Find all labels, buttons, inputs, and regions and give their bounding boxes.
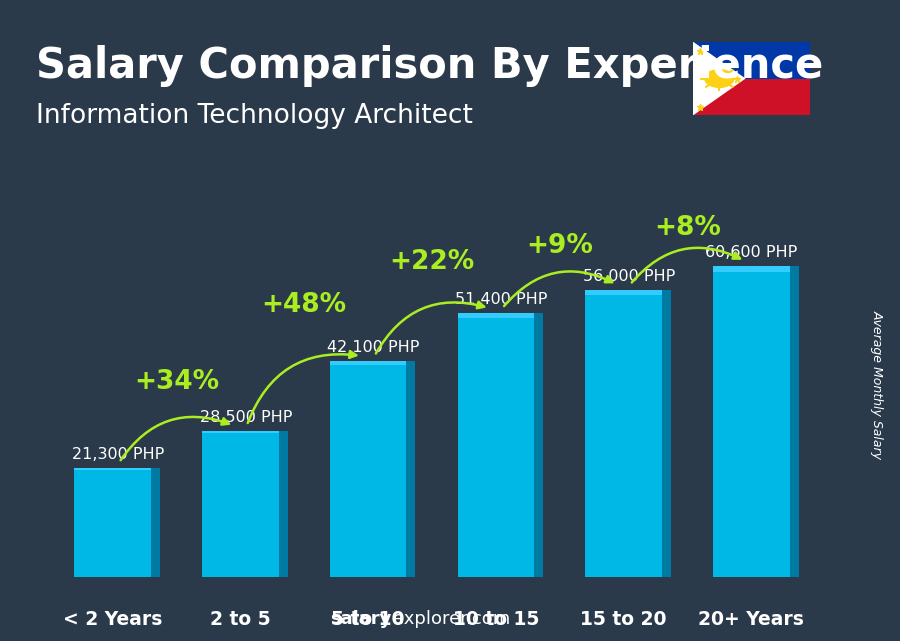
Text: salary: salary xyxy=(330,610,392,628)
Text: 60,600 PHP: 60,600 PHP xyxy=(706,245,797,260)
Bar xyxy=(202,431,279,433)
Text: 28,500 PHP: 28,500 PHP xyxy=(200,410,292,424)
Text: 5 to 10: 5 to 10 xyxy=(331,610,405,629)
Bar xyxy=(151,468,160,577)
Bar xyxy=(75,468,151,470)
Bar xyxy=(585,290,662,295)
Bar xyxy=(662,290,670,577)
Bar xyxy=(329,361,407,365)
Text: 42,100 PHP: 42,100 PHP xyxy=(328,340,419,355)
Text: +48%: +48% xyxy=(262,292,346,317)
Text: 56,000 PHP: 56,000 PHP xyxy=(582,269,675,283)
Bar xyxy=(407,361,416,577)
Text: +22%: +22% xyxy=(390,249,474,275)
Text: 51,400 PHP: 51,400 PHP xyxy=(455,292,547,307)
Bar xyxy=(535,313,543,577)
Text: 10 to 15: 10 to 15 xyxy=(453,610,539,629)
Bar xyxy=(693,79,810,115)
Bar xyxy=(329,361,407,577)
Text: Salary Comparison By Experience: Salary Comparison By Experience xyxy=(36,45,824,87)
Text: 21,300 PHP: 21,300 PHP xyxy=(72,447,164,462)
Circle shape xyxy=(704,69,734,88)
Bar xyxy=(585,290,662,577)
Text: 15 to 20: 15 to 20 xyxy=(580,610,667,629)
Bar xyxy=(457,313,535,318)
Bar xyxy=(279,431,288,577)
Bar xyxy=(457,313,535,577)
Bar xyxy=(75,468,151,577)
Text: 20+ Years: 20+ Years xyxy=(698,610,805,629)
Bar xyxy=(693,42,810,79)
Text: < 2 Years: < 2 Years xyxy=(63,610,162,629)
Text: Average Monthly Salary: Average Monthly Salary xyxy=(871,310,884,459)
Bar xyxy=(713,266,789,577)
Text: explorer.com: explorer.com xyxy=(393,610,510,628)
Text: +9%: +9% xyxy=(526,233,593,259)
Bar xyxy=(789,266,798,577)
Text: +8%: +8% xyxy=(654,215,721,240)
Text: Information Technology Architect: Information Technology Architect xyxy=(36,103,473,129)
Text: 2 to 5: 2 to 5 xyxy=(210,610,271,629)
Text: +34%: +34% xyxy=(134,369,219,395)
Polygon shape xyxy=(693,42,745,115)
Bar xyxy=(713,266,789,272)
Bar xyxy=(202,431,279,577)
